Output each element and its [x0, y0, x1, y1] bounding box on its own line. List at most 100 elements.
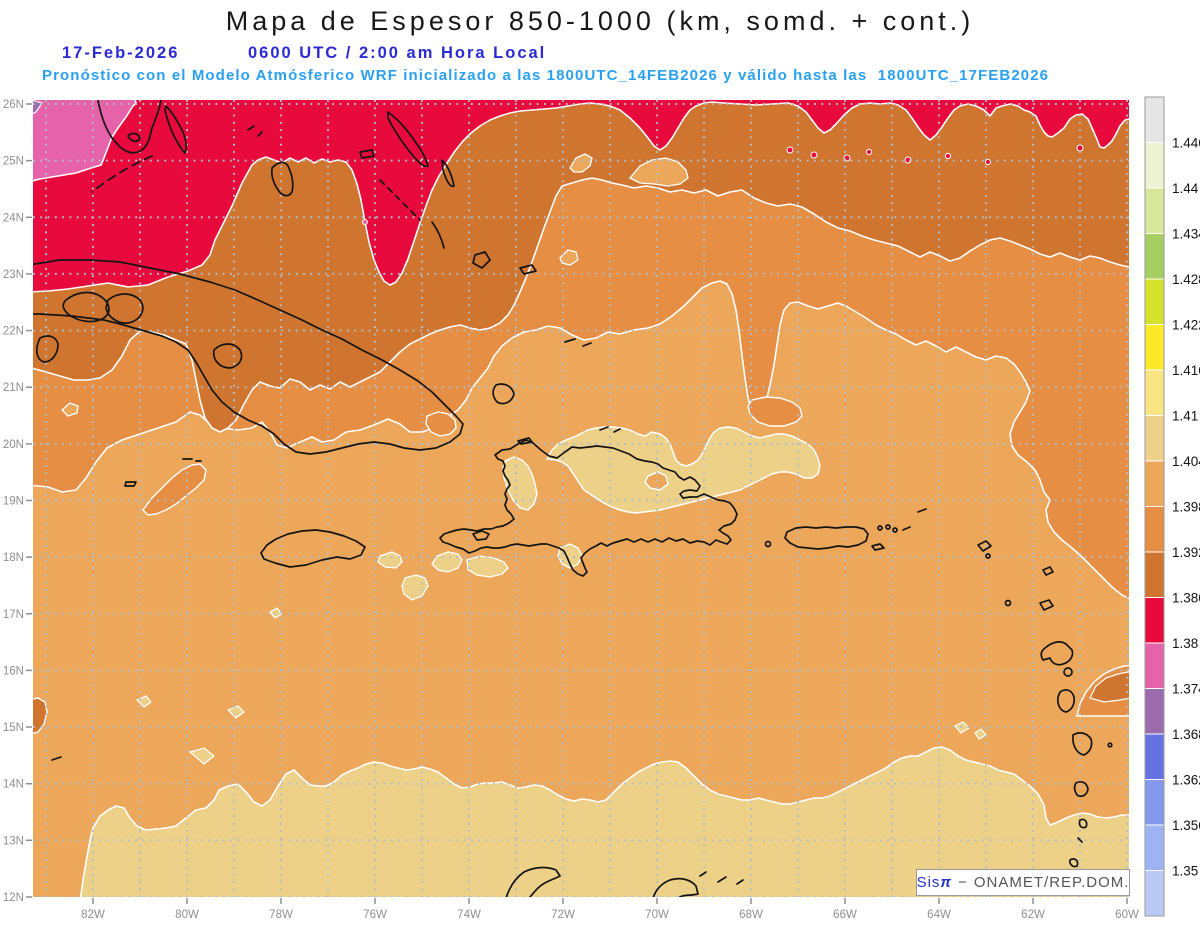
colorbar-label: 1.368 — [1172, 727, 1200, 742]
coastline-guadeloupe — [1040, 641, 1074, 666]
colorbar-label: 1.398 — [1172, 500, 1200, 515]
coastline-bank-dash — [51, 756, 62, 761]
patch-tan-sw-4 — [377, 551, 403, 569]
coastline-bonaire — [736, 879, 744, 885]
coastline-grenadines — [1077, 837, 1083, 843]
lat-label: 26N — [3, 99, 24, 111]
red-speck — [786, 146, 794, 154]
coastline-martinique — [1072, 732, 1093, 756]
colorbar-segment — [1144, 824, 1165, 871]
colorbar-label: 1.374 — [1172, 682, 1200, 697]
colorbar-label: 1.362 — [1172, 773, 1200, 788]
region-1374-138 — [33, 100, 137, 182]
colorbar-segment — [1144, 506, 1165, 553]
lat-label: 15N — [3, 722, 24, 734]
lon-label: 60W — [1115, 909, 1139, 921]
lon-label: 72W — [551, 909, 575, 921]
colorbar-label: 1.416 — [1172, 363, 1200, 378]
coastline-montserrat — [1004, 599, 1012, 607]
coastline-antigua — [1039, 599, 1054, 611]
lat-label: 19N — [3, 495, 24, 507]
attribution-source: ONAMET/REP.DOM. — [973, 874, 1130, 891]
model-init-note: Pronóstico con el Modelo Atmósferico WRF… — [42, 67, 1050, 84]
coastline-dominica — [1056, 689, 1076, 713]
colorbar-segment — [1144, 597, 1165, 644]
patch-tan-sw-3 — [401, 574, 429, 601]
red-speck — [810, 151, 818, 159]
coastline-florida-keys — [91, 155, 153, 193]
tan-islet — [188, 747, 215, 765]
brand-label: Sisπ — [917, 874, 953, 891]
patch-tan-sw-1 — [431, 551, 463, 573]
red-specks — [362, 144, 1084, 225]
lon-label: 64W — [927, 909, 951, 921]
colorbar-label: 1.428 — [1172, 272, 1200, 287]
colorbar-label: 1.41 — [1172, 409, 1198, 424]
region-1368-1374 — [33, 100, 43, 115]
forecast-date: 17-Feb-2026 — [62, 44, 180, 62]
coastline-anguilla — [902, 508, 927, 531]
colorbar-segment — [1144, 551, 1165, 598]
patch-medium-windward — [425, 411, 457, 437]
patch-dark-right-core — [1089, 671, 1129, 703]
tan-islet — [974, 728, 987, 740]
coastline-hispaniola — [439, 439, 738, 577]
coastline-virgin-3 — [892, 527, 898, 533]
colorbar-segment — [1144, 187, 1165, 234]
colorbar-label: 1.404 — [1172, 454, 1200, 469]
lat-label: 16N — [3, 665, 24, 677]
coastline-st-vincent — [1078, 818, 1088, 829]
red-speck — [1076, 144, 1084, 152]
contour-line-cuba-1 — [62, 291, 110, 323]
colorbar-segment — [1144, 415, 1165, 462]
lat-label: 12N — [3, 892, 24, 904]
coastline-exumas — [379, 179, 421, 221]
lat-label: 24N — [3, 212, 24, 224]
lat-label: 21N — [3, 382, 24, 394]
islet-light-2 — [628, 157, 689, 187]
coastline-curacao — [717, 876, 727, 883]
coastline-vieques — [871, 543, 885, 551]
attribution-dash: − — [958, 874, 968, 891]
coastline-gonave — [472, 530, 490, 541]
coastline-new-providence — [359, 149, 375, 159]
coastline-bimini — [247, 125, 263, 137]
map-area — [33, 100, 1129, 897]
colorbar-label: 1.38 — [1172, 636, 1198, 651]
latitude-axis: 26N 25N 24N 23N 22N 21N 20N 19N 18N 17N 16N 15N 14N 1… — [3, 99, 32, 904]
colorbar-label: 1.386 — [1172, 591, 1200, 606]
lat-label: 22N — [3, 326, 24, 338]
coastline-virgin-2 — [885, 524, 891, 530]
lon-label: 76W — [363, 909, 387, 921]
lat-label: 17N — [3, 609, 24, 621]
region-138-1386 — [33, 100, 1129, 293]
coastline-cayman-brac — [182, 458, 202, 462]
lat-label: 25N — [3, 156, 24, 168]
coastlines — [33, 100, 1113, 897]
red-speck — [944, 152, 952, 160]
coastline-inagua — [492, 383, 515, 405]
forecast-valid-time: 0600 UTC / 2:00 am Hora Local — [248, 44, 547, 62]
coastline-isla-juventud — [35, 335, 59, 363]
lon-label: 80W — [175, 909, 199, 921]
coastline-mayaguana — [519, 264, 537, 275]
patch-dark-left-edge — [33, 697, 48, 734]
colorbar-segment — [1144, 642, 1165, 689]
lat-label: 20N — [3, 439, 24, 451]
colorbar-segment — [1144, 278, 1165, 325]
colorbar-legend: 1.446 1.44 1.434 1.428 1.422 1.416 1.41 1.404 1.… — [1144, 96, 1200, 917]
colorbar-segment — [1144, 779, 1165, 826]
patch-tan-haiti-nw — [502, 456, 538, 511]
coastline-barbados — [1107, 742, 1113, 748]
lat-label: 23N — [3, 269, 24, 281]
colorbar-label: 1.44 — [1172, 181, 1199, 196]
colorbar-segment — [1144, 233, 1165, 280]
coastline-crooked-acklins — [472, 251, 491, 269]
colorbar-label: 1.446 — [1172, 136, 1200, 151]
islet-light-1 — [569, 153, 593, 173]
coastline-florida — [97, 100, 162, 154]
colorbar-segment — [1144, 460, 1165, 507]
coastline-paraguana — [652, 877, 699, 897]
lon-label: 74W — [457, 909, 481, 921]
